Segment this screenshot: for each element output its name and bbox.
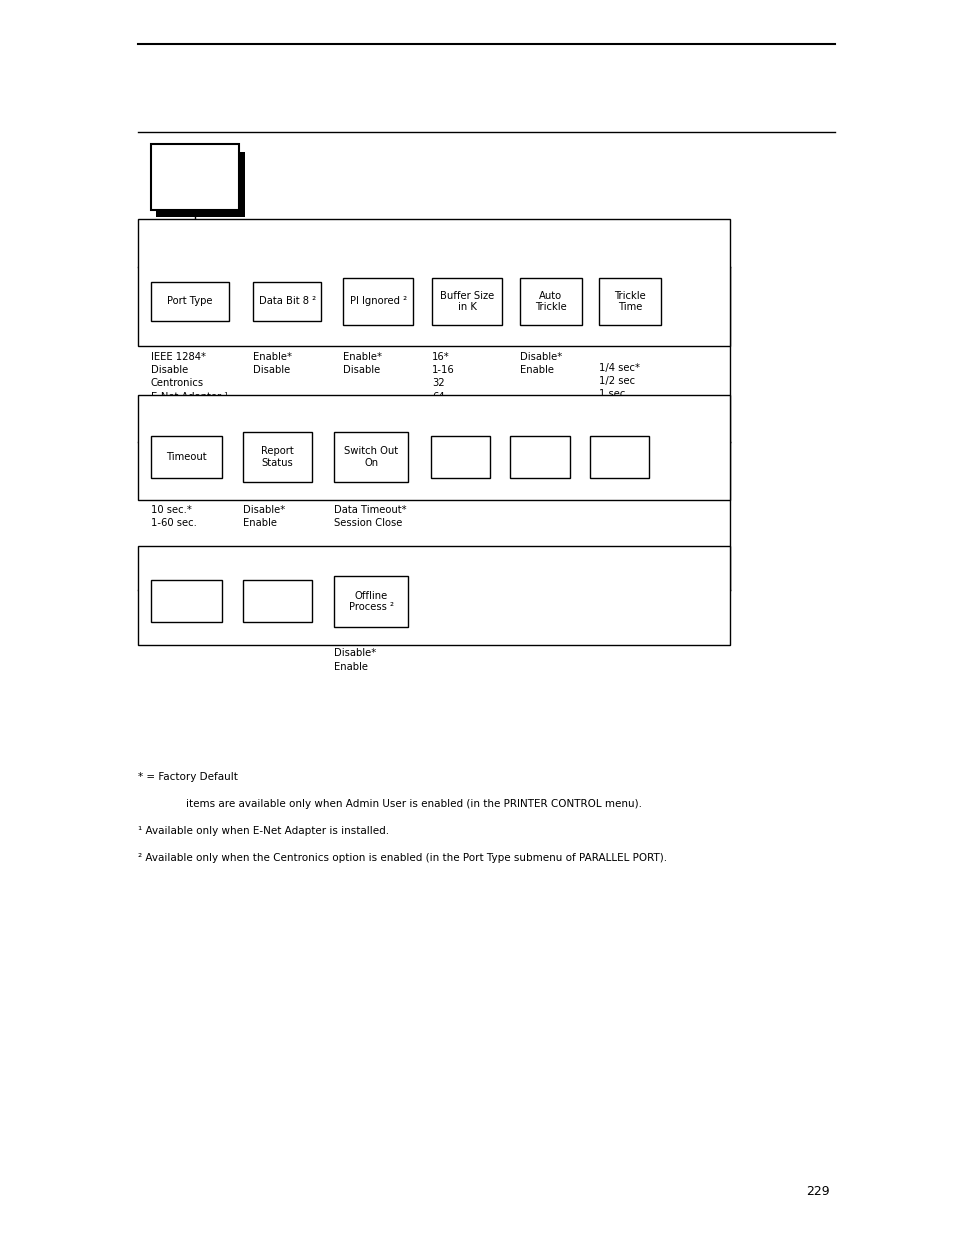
Text: Data Timeout*
Session Close: Data Timeout* Session Close	[334, 505, 406, 529]
Text: Auto
Trickle: Auto Trickle	[535, 290, 566, 312]
Text: Report
Status: Report Status	[261, 446, 294, 468]
Text: Disable*
Enable: Disable* Enable	[334, 648, 375, 672]
Text: Trickle
Time: Trickle Time	[614, 290, 645, 312]
Text: Switch Out
On: Switch Out On	[344, 446, 397, 468]
Bar	[151, 282, 229, 321]
Text: Timeout: Timeout	[166, 452, 207, 462]
Text: Enable*
Disable: Enable* Disable	[343, 352, 382, 375]
Bar	[151, 436, 222, 478]
Text: ¹ Available only when E-Net Adapter is installed.: ¹ Available only when E-Net Adapter is i…	[138, 826, 389, 836]
Bar	[243, 580, 312, 622]
Text: Disable*
Enable: Disable* Enable	[243, 505, 285, 529]
Bar	[156, 152, 245, 217]
Text: PI Ignored ²: PI Ignored ²	[350, 296, 406, 306]
Bar	[138, 219, 729, 346]
Text: Disable*
Enable: Disable* Enable	[519, 352, 561, 375]
Text: 16*
1-16
32
64: 16* 1-16 32 64	[432, 352, 455, 401]
Bar	[589, 436, 648, 478]
Bar	[510, 436, 569, 478]
Text: ² Available only when the Centronics option is enabled (in the Port Type submenu: ² Available only when the Centronics opt…	[138, 853, 667, 863]
Bar	[243, 432, 312, 482]
Bar	[598, 278, 660, 325]
Bar	[431, 436, 490, 478]
Text: items are available only when Admin User is enabled (in the PRINTER CONTROL menu: items are available only when Admin User…	[186, 799, 641, 809]
Bar	[334, 432, 408, 482]
Bar	[343, 278, 413, 325]
Text: * = Factory Default: * = Factory Default	[138, 772, 238, 782]
Bar	[253, 282, 321, 321]
Bar	[519, 278, 581, 325]
Text: 229: 229	[805, 1184, 829, 1198]
Bar	[151, 580, 222, 622]
Bar	[138, 395, 729, 500]
Text: Buffer Size
in K: Buffer Size in K	[439, 290, 494, 312]
Bar	[138, 546, 729, 645]
Text: Port Type: Port Type	[167, 296, 213, 306]
Bar	[334, 576, 408, 627]
Text: Enable*
Disable: Enable* Disable	[253, 352, 292, 375]
Text: IEEE 1284*
Disable
Centronics
E-Net Adapter ¹: IEEE 1284* Disable Centronics E-Net Adap…	[151, 352, 228, 401]
Text: Data Bit 8 ²: Data Bit 8 ²	[258, 296, 315, 306]
Bar	[432, 278, 501, 325]
Text: 1/4 sec*
1/2 sec
1 sec
2 sec
4 sec
8 sec
16 sec
Off: 1/4 sec* 1/2 sec 1 sec 2 sec 4 sec 8 sec…	[598, 363, 639, 466]
Text: 10 sec.*
1-60 sec.: 10 sec.* 1-60 sec.	[151, 505, 196, 529]
Text: Offline
Process ²: Offline Process ²	[348, 590, 394, 613]
Bar	[151, 144, 239, 210]
